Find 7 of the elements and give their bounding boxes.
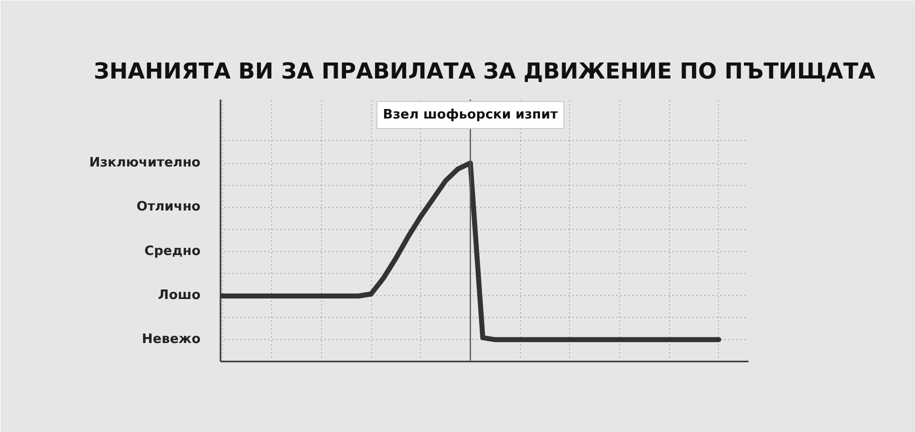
text: Отлично (136, 200, 201, 215)
text: Изключително (89, 156, 201, 171)
text: Лошо (158, 288, 201, 304)
text: Взел шофьорски изпит (382, 108, 558, 122)
text: Средно (144, 244, 201, 259)
text: Невежо (142, 332, 201, 348)
chart-title: ЗНАНИЯТА ВИ ЗА ПРАВИЛАТА ЗА ДВИЖЕНИЕ ПО ПЪТИЩАТА (94, 60, 876, 84)
